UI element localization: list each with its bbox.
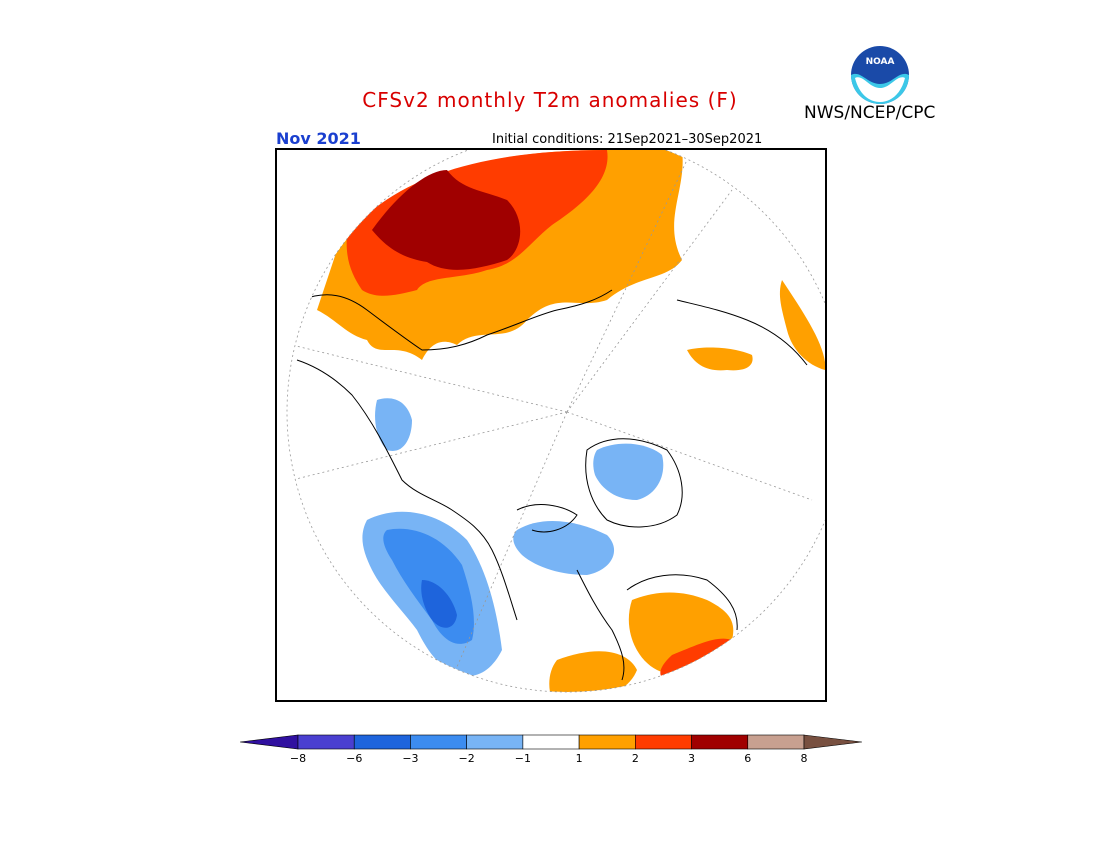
coastline-greenland [585, 438, 683, 528]
legend-bin [297, 734, 355, 750]
legend-bin [353, 734, 411, 750]
legend-tick-label: 6 [744, 752, 752, 765]
noaa-logo-text: NOAA [866, 57, 895, 67]
map-frame [275, 148, 827, 702]
legend-tick-label: 8 [800, 752, 808, 765]
coastline-asia [301, 289, 613, 351]
cool-region-arctic-islands [513, 520, 615, 575]
legend-bin-low [239, 734, 299, 750]
coastline-north-america [296, 359, 518, 621]
warm-region-siberia-max [372, 170, 521, 270]
legend-tick-label: 3 [688, 752, 696, 765]
legend-bin [522, 734, 580, 750]
coastline-alaska-east [676, 299, 808, 366]
legend-bin [747, 734, 805, 750]
legend-bin [635, 734, 692, 750]
cool-region-canada-max [421, 580, 457, 628]
initial-conditions: Initial conditions: 21Sep2021–30Sep2021 [492, 132, 763, 147]
forecast-month: Nov 2021 [276, 129, 361, 148]
noaa-logo: NOAA [849, 44, 911, 110]
cool-region-alaska [375, 398, 412, 451]
cool-region-greenland [593, 443, 664, 500]
legend-tick-label: 1 [575, 752, 583, 765]
legend-bin [691, 734, 749, 750]
legend-tick-label: −3 [402, 752, 419, 765]
warm-region-canada-north [687, 347, 753, 371]
legend-ticks: −8 −6 −3 −2 −1 1 2 3 6 8 [0, 752, 1100, 772]
warm-region-africa [549, 651, 637, 692]
legend-bin [466, 734, 524, 750]
legend-tick-label: −1 [514, 752, 531, 765]
meridian-line [566, 189, 733, 413]
polar-map [286, 150, 825, 693]
meridian-line [291, 411, 568, 481]
legend-tick-label: −2 [458, 752, 475, 765]
meridian-line [446, 411, 568, 691]
coastline-europe [626, 574, 738, 631]
coastline-scandinavia [576, 569, 625, 681]
legend-tick-label: 2 [631, 752, 639, 765]
agency-label: NWS/NCEP/CPC [804, 103, 936, 123]
warm-region-alaska-east [779, 280, 825, 370]
meridian-line [566, 159, 688, 413]
meridian-line [566, 411, 813, 501]
meridian-line [291, 344, 568, 413]
legend-tick-label: −8 [289, 752, 307, 765]
legend-tick-label: −6 [346, 752, 363, 765]
coastline-canada-islands [516, 504, 578, 533]
color-legend [239, 733, 863, 757]
legend-bin [410, 734, 467, 750]
legend-bin [578, 734, 636, 750]
legend-bin-high [803, 734, 863, 750]
page-title: CFSv2 monthly T2m anomalies (F) [362, 88, 738, 112]
